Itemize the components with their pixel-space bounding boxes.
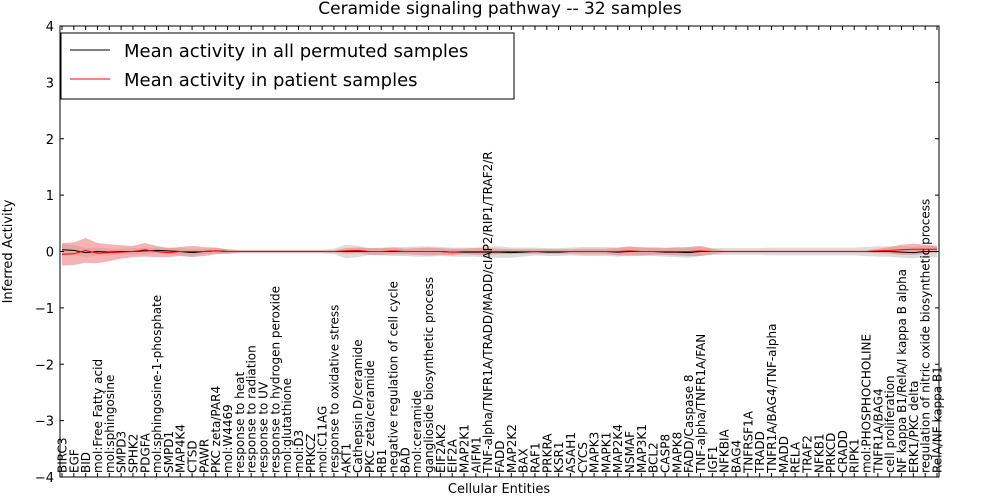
- x-tick-label: PDGFA: [138, 432, 152, 473]
- legend-frame: [60, 32, 515, 100]
- y-tick-label: −4: [35, 471, 54, 486]
- x-tick-label: MAP2K4: [611, 424, 625, 473]
- x-tick-label: mol:glutathione: [280, 378, 294, 473]
- x-tick-label: RIPK1: [848, 438, 862, 473]
- x-tick-label: MAP3K1: [635, 424, 649, 473]
- mean-lines: [61, 248, 937, 255]
- x-tick-label: TNF-alpha/TNFR1A/FAN: [694, 334, 708, 474]
- x-tick-label: EIF2AK2: [434, 424, 448, 473]
- y-tick-label: −3: [35, 415, 54, 430]
- x-tick-label: RB1: [375, 449, 389, 473]
- x-tick-label: mol:sphingosine-1-phosphate: [150, 295, 164, 473]
- x-tick-label: CRADD: [836, 430, 850, 473]
- x-tick-label: CASP8: [659, 434, 673, 473]
- x-tick-label: mol:PHOSPHOCHOLINE: [860, 334, 874, 473]
- line-patient-mean: [61, 248, 937, 255]
- x-tick-label: mol:sphingosine: [103, 375, 117, 473]
- x-tick-label: AKT1: [339, 443, 353, 473]
- x-tick-label: BCL2: [647, 442, 661, 473]
- x-tick-label: Cathepsin D/ceramide: [351, 339, 365, 473]
- x-tick-label: MADD: [777, 436, 791, 473]
- x-tick-label: CYCS: [576, 442, 590, 473]
- y-axis: −4 −3 −2 −1 0 1 2 3 4: [35, 20, 939, 486]
- x-tick-label: RELA: [789, 441, 803, 473]
- x-tick-label: NFKB1: [812, 433, 826, 473]
- x-tick-label: TRADD: [753, 431, 767, 474]
- x-tick-label: PAWR: [197, 439, 211, 473]
- x-tick-label: response to radiation: [245, 345, 259, 473]
- x-tick-label: regulation of nitric oxide biosynthetic …: [919, 199, 933, 473]
- x-tick-label: PRKRA: [540, 433, 554, 473]
- x-tick-label: MAPK8: [670, 432, 684, 473]
- x-tick-label: PKC zeta/ceramide: [363, 360, 377, 473]
- x-tick-label: MAPK3: [588, 432, 602, 473]
- x-tick-label: TNFR1A/BAG4: [871, 388, 885, 474]
- x-tick-label: negative regulation of cell cycle: [387, 281, 401, 473]
- x-tick-label: MAP2K2: [505, 424, 519, 473]
- x-tick-label: BAX: [517, 448, 531, 473]
- x-tick-label: BAG4: [730, 440, 744, 473]
- x-tick-label: SPHK2: [126, 434, 140, 473]
- x-tick-label: mol:C11AG: [316, 406, 330, 473]
- x-tick-label: MAP4K4: [174, 424, 188, 473]
- x-tick-label: BIRC3: [56, 437, 70, 473]
- x-tick-label: mol:D3: [292, 430, 306, 473]
- x-axis-label: Cellular Entities: [448, 482, 550, 497]
- y-tick-label: 3: [46, 76, 54, 91]
- x-tick-label: cell proliferation: [883, 375, 897, 473]
- x-tick-label: NSMAF: [623, 431, 637, 473]
- x-tick-label: FADD/Caspase 8: [682, 374, 696, 473]
- x-tick-label: AIFM1: [469, 436, 483, 473]
- x-tick-label: mol:W4469: [221, 404, 235, 473]
- x-tick-label: ASAH1: [564, 432, 578, 473]
- x-tick-label: mol:ceramide: [410, 390, 424, 473]
- x-tick-label: response to UV: [257, 381, 271, 473]
- x-tick-label: IGF1: [706, 446, 720, 473]
- legend-label-patient: Mean activity in patient samples: [124, 70, 418, 91]
- x-tick-label: TNF-alpha/TNFR1A/TRADD/MADD/cIAP2/RIP1/T…: [481, 151, 495, 474]
- x-tick-label: EGF: [67, 449, 81, 473]
- x-tick-label: BID: [79, 452, 93, 473]
- x-tick-label: PRKCZ: [304, 434, 318, 473]
- x-tick-label: response to hydrogen peroxide: [268, 286, 282, 473]
- legend-label-permuted: Mean activity in all permuted samples: [124, 41, 468, 62]
- x-tick-label: CTSD: [186, 440, 200, 473]
- x-tick-label: mol:Free Fatty acid: [91, 359, 105, 473]
- x-tick-label: TNFR1A/BAG4/TNF-alpha: [765, 324, 779, 474]
- x-tick-label: ganglioside biosynthetic process: [422, 277, 436, 473]
- x-tick-label: PRKCD: [824, 433, 838, 473]
- x-tick-label: FADD: [493, 441, 507, 474]
- y-axis-label: Inferred Activity: [1, 199, 16, 303]
- y-tick-label: −2: [35, 358, 54, 373]
- x-tick-label: BAD: [398, 447, 412, 473]
- x-tick-label: PKC zeta/PAR4: [209, 386, 223, 473]
- x-tick-label: NFKBIA: [718, 428, 732, 473]
- x-tick-label: SMPD1: [162, 431, 176, 473]
- x-tick-label: MAPK1: [599, 432, 613, 473]
- x-tick-label: RAF1: [529, 442, 543, 473]
- y-tick-label: −1: [35, 302, 54, 317]
- x-tick-label: KSR1: [552, 442, 566, 473]
- x-tick-label: RelA/NF kappa B1: [931, 366, 945, 473]
- x-tick-label: EIF2A: [446, 438, 460, 473]
- x-tick-label: response to oxidative stress: [328, 305, 342, 473]
- x-tick-label: SMPD3: [115, 431, 129, 473]
- y-tick-label: 4: [46, 20, 54, 35]
- x-tick-label: TRAF2: [800, 435, 814, 474]
- x-tick-label: TNFRSF1A: [741, 410, 755, 474]
- x-tick-label: NF kappa B1/RelA/I kappa B alpha: [895, 269, 909, 473]
- x-tick-label: MAP2K1: [458, 424, 472, 473]
- x-tick-label: ERK1/PKC delta: [907, 380, 921, 473]
- chart-title: Ceramide signaling pathway -- 32 samples: [318, 0, 682, 19]
- legend: Mean activity in all permuted samples Me…: [60, 32, 515, 100]
- y-tick-label: 0: [46, 246, 54, 261]
- y-tick-label: 2: [46, 133, 54, 148]
- y-tick-label: 1: [46, 189, 54, 204]
- x-tick-label: response to heat: [233, 371, 247, 473]
